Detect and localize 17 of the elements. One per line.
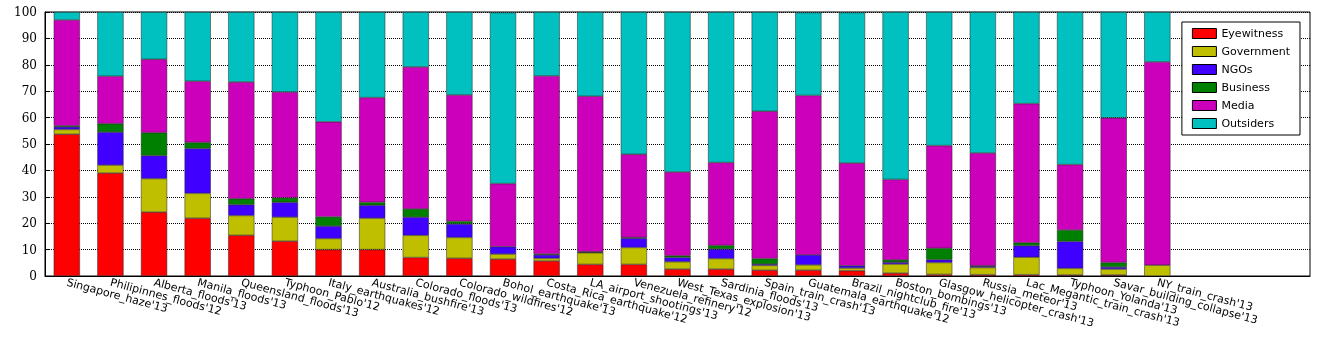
y-tick-label: 100 <box>14 5 37 19</box>
legend-label: Business <box>1221 81 1271 94</box>
y-tick-label: 90 <box>21 31 37 46</box>
y-tick-label: 40 <box>21 163 37 178</box>
y-tick-label: 80 <box>21 57 37 72</box>
legend-label: NGOs <box>1221 63 1253 76</box>
y-tick-label: 60 <box>21 110 37 125</box>
y-tick-label: 70 <box>21 84 37 99</box>
y-tick-label: 20 <box>21 216 37 231</box>
y-tick-label: 0 <box>29 269 37 283</box>
y-tick-label: 10 <box>21 242 37 257</box>
legend-label: Government <box>1221 45 1291 58</box>
y-tick-label: 30 <box>21 189 37 204</box>
legend-label: Media <box>1221 99 1255 112</box>
legend-label: Outsiders <box>1221 117 1275 130</box>
y-tick-label: 50 <box>21 137 37 151</box>
legend-label: Eyewitness <box>1221 27 1284 40</box>
